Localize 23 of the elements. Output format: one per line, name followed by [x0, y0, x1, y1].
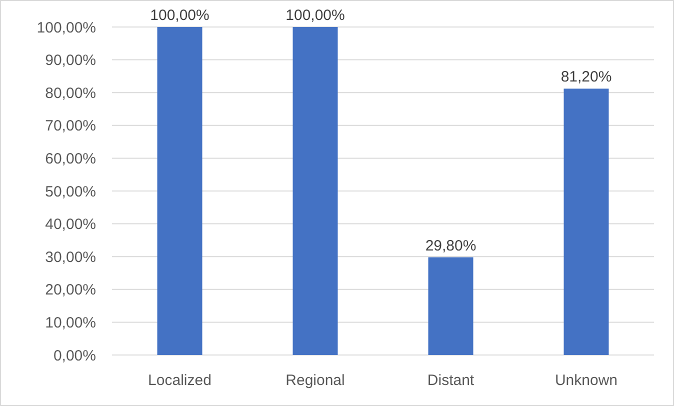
bar: [564, 88, 609, 355]
x-tick-label: Localized: [148, 372, 212, 389]
y-tick-label: 80,00%: [45, 84, 96, 102]
y-tick-label: 30,00%: [45, 248, 96, 266]
y-tick-label: 90,00%: [45, 52, 96, 70]
y-tick-label: 40,00%: [45, 216, 96, 234]
data-label: 100,00%: [286, 7, 345, 24]
y-tick-label: 20,00%: [45, 282, 96, 299]
x-tick-label: Distant: [427, 372, 475, 389]
data-label: 81,20%: [560, 68, 612, 86]
x-tick-label: Regional: [286, 372, 345, 389]
y-tick-label: 70,00%: [45, 118, 96, 135]
data-label: 100,00%: [150, 7, 210, 24]
bar: [157, 27, 202, 355]
y-tick-label: 0,00%: [53, 347, 96, 364]
y-tick-label: 60,00%: [45, 150, 96, 168]
y-tick-label: 50,00%: [45, 183, 96, 200]
y-tick-label: 10,00%: [45, 314, 96, 332]
bar: [428, 257, 474, 355]
bar: [292, 27, 338, 355]
data-label: 29,80%: [425, 237, 476, 254]
x-tick-label: Unknown: [554, 372, 618, 389]
y-tick-label: 100,00%: [36, 19, 96, 36]
